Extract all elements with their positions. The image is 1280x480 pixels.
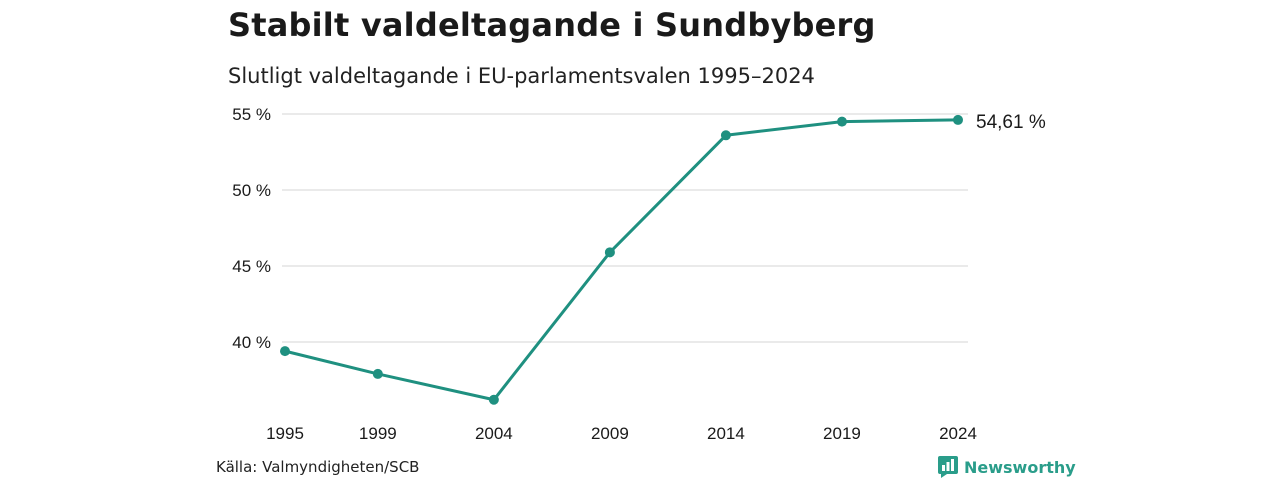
data-point bbox=[280, 346, 290, 357]
data-point bbox=[836, 116, 847, 127]
newsworthy-logo-icon bbox=[938, 456, 958, 478]
chart-title: Stabilt valdeltagande i Sundbyberg bbox=[228, 6, 876, 44]
y-tick-label: 50 % bbox=[232, 181, 271, 200]
x-tick-label: 1999 bbox=[359, 424, 397, 443]
x-tick-label: 2014 bbox=[707, 424, 745, 443]
x-tick-label: 1995 bbox=[266, 424, 304, 443]
x-tick-label: 2019 bbox=[823, 424, 861, 443]
data-point bbox=[372, 368, 383, 379]
end-value-label: 54,61 % bbox=[976, 112, 1046, 133]
newsworthy-logo-text: Newsworthy bbox=[964, 457, 1076, 477]
y-tick-label: 55 % bbox=[232, 105, 271, 124]
x-tick-label: 2004 bbox=[475, 424, 513, 443]
data-point bbox=[953, 114, 963, 125]
data-point bbox=[720, 130, 731, 141]
y-tick-label: 40 % bbox=[232, 333, 271, 352]
series-line bbox=[284, 118, 959, 402]
x-tick-label: 2024 bbox=[939, 424, 977, 443]
y-tick-label: 45 % bbox=[232, 257, 271, 276]
x-tick-label: 2009 bbox=[591, 424, 629, 443]
data-point bbox=[604, 247, 615, 258]
chart-subtitle: Slutligt valdeltagande i EU-parlamentsva… bbox=[228, 64, 815, 88]
data-point bbox=[488, 394, 499, 405]
source-note: Källa: Valmyndigheten/SCB bbox=[216, 458, 420, 476]
newsworthy-logo: Newsworthy bbox=[938, 456, 1076, 478]
